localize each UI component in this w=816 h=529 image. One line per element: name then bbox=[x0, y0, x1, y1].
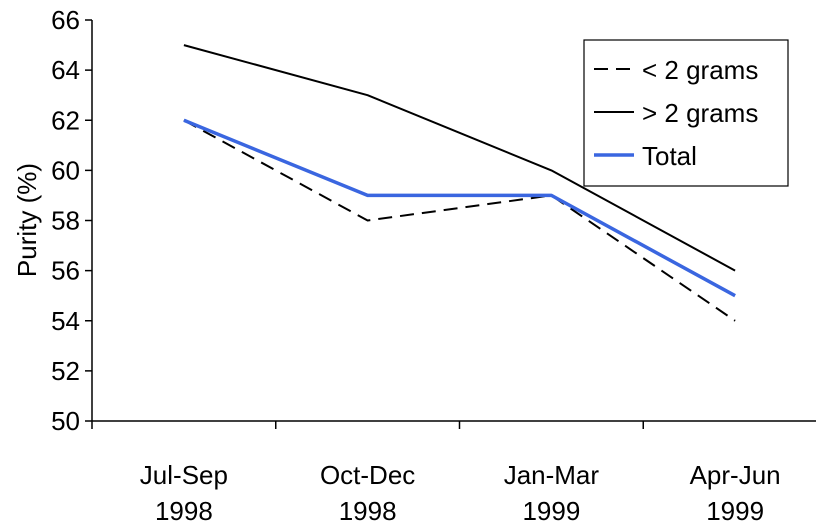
series-line bbox=[183, 118, 736, 298]
y-tick-label: 62 bbox=[51, 105, 80, 135]
x-tick-label-line: Apr-Jun bbox=[690, 460, 781, 490]
x-tick-label: Jul-Sep 1998 bbox=[140, 460, 228, 526]
series-lines bbox=[183, 44, 736, 322]
y-tick-label: 66 bbox=[51, 5, 80, 35]
y-axis-title: Purity (%) bbox=[12, 163, 42, 277]
x-tick-label-line: Jul-Sep bbox=[140, 460, 228, 490]
x-tick-label-line: 1999 bbox=[522, 496, 580, 526]
legend: < 2 grams > 2 grams Total bbox=[583, 39, 789, 187]
x-tick-label-line: Oct-Dec bbox=[320, 460, 415, 490]
y-tick-label: 60 bbox=[51, 155, 80, 185]
y-tick-label: 52 bbox=[51, 356, 80, 386]
x-tick-label-line: Jan-Mar bbox=[504, 460, 600, 490]
series-line bbox=[183, 44, 736, 272]
x-tick-label: Apr-Jun 1999 bbox=[690, 460, 781, 526]
x-tick-label: Jan-Mar 1999 bbox=[504, 460, 600, 526]
y-tick-label: 64 bbox=[51, 55, 80, 85]
y-tick-label: 58 bbox=[51, 206, 80, 236]
x-tick-label: Oct-Dec 1998 bbox=[320, 460, 415, 526]
x-tick-label-line: 1998 bbox=[155, 496, 213, 526]
y-tick-label: 50 bbox=[51, 406, 80, 436]
y-tick-label: 56 bbox=[51, 256, 80, 286]
y-ticks: 50 52 54 56 58 60 62 64 66 bbox=[51, 5, 92, 436]
legend-label: > 2 grams bbox=[642, 98, 758, 128]
legend-label: < 2 grams bbox=[642, 55, 758, 85]
x-tick-label-line: 1998 bbox=[339, 496, 397, 526]
legend-label: Total bbox=[642, 141, 697, 171]
y-tick-label: 54 bbox=[51, 306, 80, 336]
x-tick-label-line: 1999 bbox=[706, 496, 764, 526]
